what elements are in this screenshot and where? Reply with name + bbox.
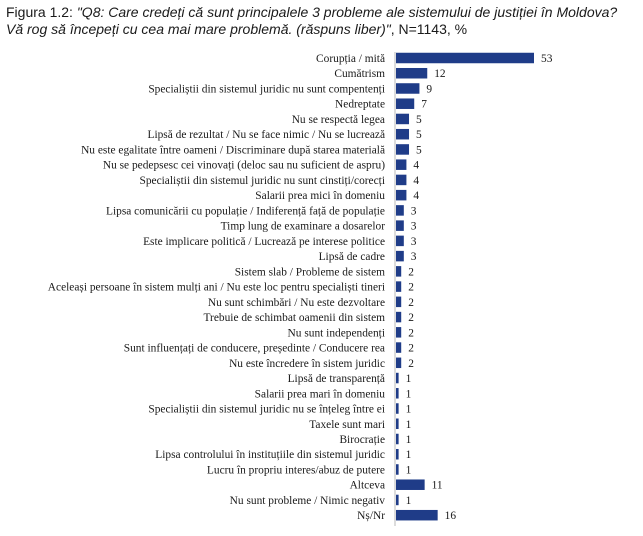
category-label: Lipsă de rezultat / Nu se face nimic / N…	[147, 129, 385, 141]
value-label: 4	[413, 160, 419, 172]
category-label: Specialiștii din sistemul juridic nu sun…	[140, 175, 386, 187]
category-label: Lipsă de transparență	[288, 373, 385, 385]
bar	[396, 235, 404, 247]
bar	[396, 174, 407, 186]
value-label: 1	[406, 464, 412, 476]
bar	[396, 67, 428, 79]
figure-sample-size: , N=1143, %	[390, 21, 468, 37]
category-label: Lipsa comunicării cu populație / Indifer…	[106, 205, 385, 217]
bar	[396, 464, 399, 475]
bar	[396, 372, 399, 384]
category-label: Nu sunt schimbări / Nu este dezvoltare	[208, 297, 385, 309]
value-label: 16	[445, 510, 457, 522]
value-label: 1	[406, 449, 412, 461]
value-label: 1	[406, 419, 412, 431]
value-label: 3	[411, 221, 417, 233]
category-label: Specialiștii din sistemul juridic nu sun…	[148, 83, 385, 95]
bar	[396, 448, 399, 460]
value-label: 1	[406, 404, 412, 416]
value-label: 2	[408, 358, 414, 370]
bar	[396, 342, 402, 353]
bar	[396, 388, 399, 399]
bar	[396, 113, 410, 125]
bar	[396, 296, 402, 308]
value-label: 5	[416, 114, 422, 126]
category-label: Salarii prea mari în domeniu	[255, 388, 386, 400]
value-label: 5	[416, 144, 422, 156]
bar	[396, 159, 407, 170]
bar	[396, 509, 438, 521]
category-label: Sunt influențați de conducere, președint…	[124, 343, 385, 355]
value-label: 7	[421, 99, 427, 111]
category-label: Birocrație	[339, 434, 385, 446]
bar	[396, 403, 399, 414]
value-label: 2	[408, 343, 414, 355]
bar	[396, 98, 415, 109]
bar	[396, 433, 399, 445]
category-label: Altceva	[350, 480, 385, 492]
bar	[396, 266, 402, 277]
figure-question: "Q8: Care credeți că sunt principalele 3…	[6, 4, 618, 37]
value-label: 2	[408, 312, 414, 324]
bar	[396, 281, 402, 292]
category-label: Nu este egalitate între oameni / Discrim…	[81, 144, 385, 156]
category-label: Nu sunt independenți	[288, 327, 385, 339]
bar	[396, 83, 420, 94]
category-label: Nu sunt probleme / Nimic negativ	[230, 495, 386, 507]
value-label: 3	[411, 236, 417, 248]
bar	[396, 52, 534, 64]
bar	[396, 311, 402, 323]
category-label: Timp lung de examinare a dosarelor	[221, 221, 386, 233]
bar	[396, 418, 399, 430]
bar	[396, 144, 410, 155]
value-label: 12	[434, 68, 446, 80]
value-label: 5	[416, 129, 422, 141]
bar	[396, 250, 404, 262]
value-label: 2	[408, 297, 414, 309]
value-label: 2	[408, 282, 414, 294]
value-label: 2	[408, 327, 414, 339]
bar	[396, 220, 404, 231]
category-label: Lipsa controlului în instituțiile din si…	[155, 449, 385, 461]
category-label: Nu este încredere în sistem juridic	[229, 358, 385, 370]
category-label: Nedreptate	[335, 99, 385, 111]
value-label: 3	[411, 205, 417, 217]
category-label: Sistem slab / Probleme de sistem	[235, 266, 385, 278]
category-label: Salarii prea mici în domeniu	[255, 190, 385, 202]
value-label: 3	[411, 251, 417, 263]
value-label: 1	[406, 434, 412, 446]
category-label: Taxele sunt mari	[309, 419, 385, 431]
category-label: Lucru în propriu interes/abuz de putere	[207, 464, 385, 476]
figure-label: Figura 1.2:	[6, 4, 73, 20]
bar	[396, 357, 402, 369]
bar	[396, 479, 425, 490]
category-label: Aceleași persoane în sistem mulți ani / …	[48, 282, 385, 294]
value-label: 4	[413, 175, 419, 187]
category-label: Lipsă de cadre	[319, 251, 385, 263]
value-label: 2	[408, 266, 414, 278]
value-label: 1	[406, 373, 412, 385]
figure-caption: Figura 1.2: "Q8: Care credeți că sunt pr…	[6, 4, 638, 38]
category-label: Corupția / mită	[316, 53, 385, 65]
category-label: Cumătrism	[334, 68, 385, 80]
bar	[396, 189, 407, 201]
bar	[396, 205, 404, 216]
category-label: Este implicare politică / Lucrează pe in…	[143, 236, 385, 248]
category-label: Specialiștii din sistemul juridic nu se …	[148, 404, 385, 416]
value-label: 1	[406, 495, 412, 507]
bar	[396, 128, 410, 140]
value-label: 1	[406, 388, 412, 400]
value-label: 53	[541, 53, 553, 65]
value-label: 9	[426, 83, 432, 95]
value-label: 11	[432, 480, 443, 492]
value-label: 4	[413, 190, 419, 202]
category-label: Trebuie de schimbat oamenii din sistem	[204, 312, 386, 324]
bar	[396, 327, 402, 338]
category-label: Nu se respectă legea	[292, 114, 385, 126]
category-label: Nș/Nr	[357, 510, 385, 522]
category-label: Nu se pedepsesc cei vinovați (deloc sau …	[103, 160, 385, 172]
bar	[396, 494, 399, 506]
